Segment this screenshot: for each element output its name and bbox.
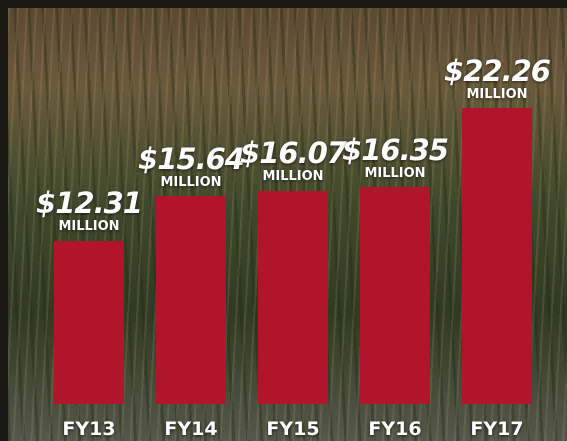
bar xyxy=(54,240,124,404)
x-tick-label: FY17 xyxy=(470,418,524,440)
bar xyxy=(462,108,532,404)
x-tick-label: FY13 xyxy=(62,418,116,440)
value-label: $15.64 MILLION xyxy=(138,142,244,191)
x-tick-label: FY16 xyxy=(368,418,422,440)
value-label: $12.31 MILLION xyxy=(36,186,142,235)
bar xyxy=(258,190,328,404)
value-label: $16.35 MILLION xyxy=(342,132,448,181)
bar xyxy=(156,196,226,404)
x-tick-label: FY15 xyxy=(266,418,320,440)
value-label: $16.07 MILLION xyxy=(240,136,346,185)
bar xyxy=(360,186,430,404)
x-tick-label: FY14 xyxy=(164,418,218,440)
value-label: $22.26 MILLION xyxy=(444,54,550,103)
